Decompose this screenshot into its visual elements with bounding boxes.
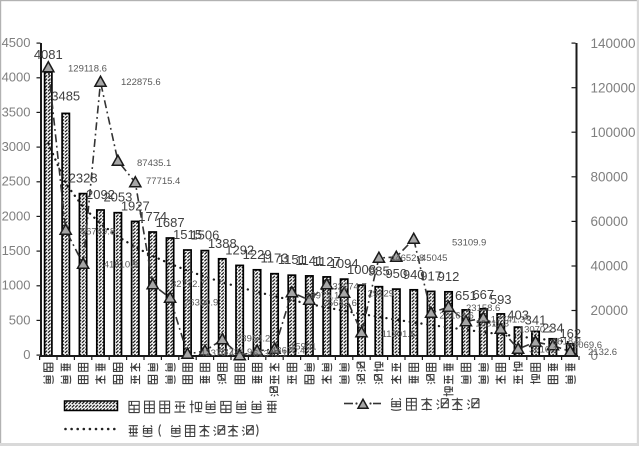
svg-text:122875.6: 122875.6 bbox=[121, 77, 161, 88]
svg-text:140000: 140000 bbox=[591, 36, 636, 51]
svg-text:1927: 1927 bbox=[121, 198, 150, 213]
svg-text:4000: 4000 bbox=[2, 70, 31, 85]
svg-text:77715.4: 77715.4 bbox=[146, 176, 180, 187]
svg-text:940: 940 bbox=[403, 267, 425, 282]
svg-text:1500: 1500 bbox=[2, 243, 31, 258]
svg-text:53734.9: 53734.9 bbox=[218, 347, 252, 358]
svg-text:1151: 1151 bbox=[278, 252, 306, 267]
svg-text:15901: 15901 bbox=[290, 341, 316, 352]
svg-text:1388: 1388 bbox=[208, 236, 237, 251]
svg-text:28975.1: 28975.1 bbox=[305, 290, 339, 301]
svg-text:917: 917 bbox=[420, 268, 442, 283]
svg-text:45045: 45045 bbox=[421, 253, 447, 264]
svg-text:1141: 1141 bbox=[295, 253, 323, 268]
svg-text:341: 341 bbox=[525, 312, 547, 327]
svg-text:3000: 3000 bbox=[2, 139, 31, 154]
svg-text:1127: 1127 bbox=[313, 254, 341, 269]
svg-text:32074.7: 32074.7 bbox=[332, 281, 366, 292]
svg-text:26300.9: 26300.9 bbox=[184, 297, 218, 308]
svg-text:20000: 20000 bbox=[591, 303, 629, 318]
svg-text:16311.3: 16311.3 bbox=[475, 319, 509, 330]
svg-text:2092: 2092 bbox=[86, 187, 115, 202]
svg-text:42370.4: 42370.4 bbox=[200, 348, 234, 359]
svg-text:80000: 80000 bbox=[591, 170, 629, 185]
svg-text:1506: 1506 bbox=[190, 228, 219, 243]
svg-text:87435.1: 87435.1 bbox=[137, 158, 171, 169]
svg-text:1292: 1292 bbox=[225, 242, 254, 257]
svg-text:29129: 29129 bbox=[368, 288, 394, 299]
svg-text:4500: 4500 bbox=[2, 35, 31, 50]
svg-text:25642.6: 25642.6 bbox=[323, 298, 357, 309]
svg-text:20164.6: 20164.6 bbox=[439, 311, 473, 322]
svg-text:5069.6: 5069.6 bbox=[573, 340, 602, 351]
svg-text:17741.3: 17741.3 bbox=[491, 314, 525, 325]
svg-text:667: 667 bbox=[472, 287, 494, 302]
svg-text:3500: 3500 bbox=[2, 104, 31, 119]
svg-text:32772.7: 32772.7 bbox=[171, 279, 205, 290]
svg-text:1000: 1000 bbox=[2, 278, 31, 293]
svg-text:500: 500 bbox=[9, 312, 31, 327]
svg-text:1229: 1229 bbox=[243, 247, 272, 262]
svg-text:2000: 2000 bbox=[2, 208, 31, 223]
svg-text:60000: 60000 bbox=[591, 214, 629, 229]
svg-text:234: 234 bbox=[542, 320, 564, 335]
svg-text:13070.2: 13070.2 bbox=[519, 324, 553, 335]
svg-text:4081: 4081 bbox=[34, 47, 63, 62]
svg-text:3610.1: 3610.1 bbox=[529, 344, 558, 355]
svg-text:56749.8: 56749.8 bbox=[81, 226, 115, 237]
svg-text:53109.9: 53109.9 bbox=[452, 237, 486, 248]
svg-text:593: 593 bbox=[490, 292, 512, 307]
svg-text:1094: 1094 bbox=[330, 256, 359, 271]
svg-text:100000: 100000 bbox=[591, 125, 636, 140]
svg-text:120000: 120000 bbox=[591, 80, 636, 95]
svg-text:912: 912 bbox=[438, 269, 460, 284]
svg-text:1774: 1774 bbox=[138, 209, 167, 224]
svg-text:11201.6: 11201.6 bbox=[382, 329, 416, 340]
svg-text:985: 985 bbox=[368, 264, 390, 279]
svg-text:0: 0 bbox=[591, 348, 599, 363]
svg-text:950: 950 bbox=[385, 266, 407, 281]
svg-text:1008: 1008 bbox=[347, 262, 376, 277]
svg-text:23158.6: 23158.6 bbox=[466, 303, 500, 314]
svg-text:0: 0 bbox=[23, 347, 30, 362]
svg-text:1173: 1173 bbox=[261, 251, 289, 266]
svg-text:61345.1: 61345.1 bbox=[253, 348, 287, 359]
svg-text:1687: 1687 bbox=[156, 215, 185, 230]
svg-text:403: 403 bbox=[507, 308, 529, 323]
svg-text:44652.8: 44652.8 bbox=[390, 253, 424, 264]
svg-text:41610.9: 41610.9 bbox=[104, 260, 138, 271]
svg-text:6818.2: 6818.2 bbox=[552, 336, 581, 347]
svg-text:2500: 2500 bbox=[2, 174, 31, 189]
svg-text:162: 162 bbox=[559, 326, 581, 341]
svg-text:48670.4: 48670.4 bbox=[271, 345, 305, 356]
svg-text:3485: 3485 bbox=[51, 88, 80, 103]
svg-text:1515: 1515 bbox=[173, 227, 202, 242]
svg-text:651: 651 bbox=[455, 288, 477, 303]
svg-text:28954.2: 28954.2 bbox=[236, 333, 270, 344]
svg-text:2132.6: 2132.6 bbox=[588, 347, 617, 358]
svg-text:40000: 40000 bbox=[591, 259, 629, 274]
svg-text:129118.6: 129118.6 bbox=[68, 63, 107, 74]
svg-text:2053: 2053 bbox=[103, 190, 132, 205]
svg-text:2328: 2328 bbox=[69, 171, 98, 186]
